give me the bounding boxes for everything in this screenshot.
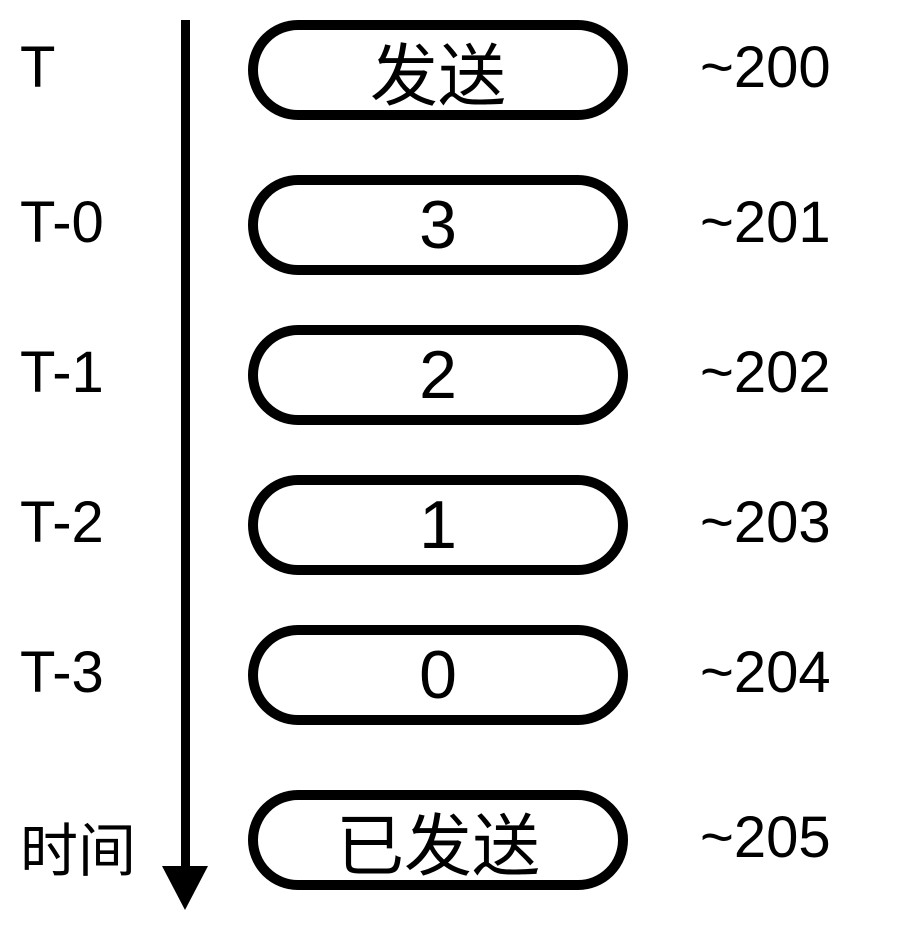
time-label-1: T-0: [20, 189, 104, 256]
state-pill-3: 1: [248, 475, 628, 575]
state-pill-2: 2: [248, 325, 628, 425]
state-pill-4-text: 0: [419, 636, 457, 714]
state-pill-4: 0: [248, 625, 628, 725]
time-label-4: T-3: [20, 639, 104, 706]
ref-label-0: ~200: [700, 34, 831, 101]
state-pill-2-text: 2: [419, 336, 457, 414]
time-label-2: T-1: [20, 339, 104, 406]
ref-label-5: ~205: [700, 804, 831, 871]
state-pill-3-text: 1: [419, 486, 457, 564]
state-pill-1: 3: [248, 175, 628, 275]
state-pill-5-text: 已发送: [336, 791, 540, 890]
diagram-stage: T 发送 ~200 T-0 3 ~201 T-1 2 ~202 T-2 1 ~2…: [0, 0, 923, 928]
state-pill-0: 发送: [248, 20, 628, 120]
ref-label-2: ~202: [700, 339, 831, 406]
time-label-0: T: [20, 34, 55, 101]
ref-label-3: ~203: [700, 489, 831, 556]
state-pill-5: 已发送: [248, 790, 628, 890]
ref-label-1: ~201: [700, 189, 831, 256]
state-pill-0-text: 发送: [370, 21, 506, 120]
state-pill-1-text: 3: [419, 186, 457, 264]
time-label-3: T-2: [20, 489, 104, 556]
ref-label-4: ~204: [700, 639, 831, 706]
time-label-5: 时间: [20, 804, 136, 888]
time-axis-arrowhead: [162, 866, 208, 910]
time-axis-line: [181, 20, 190, 870]
